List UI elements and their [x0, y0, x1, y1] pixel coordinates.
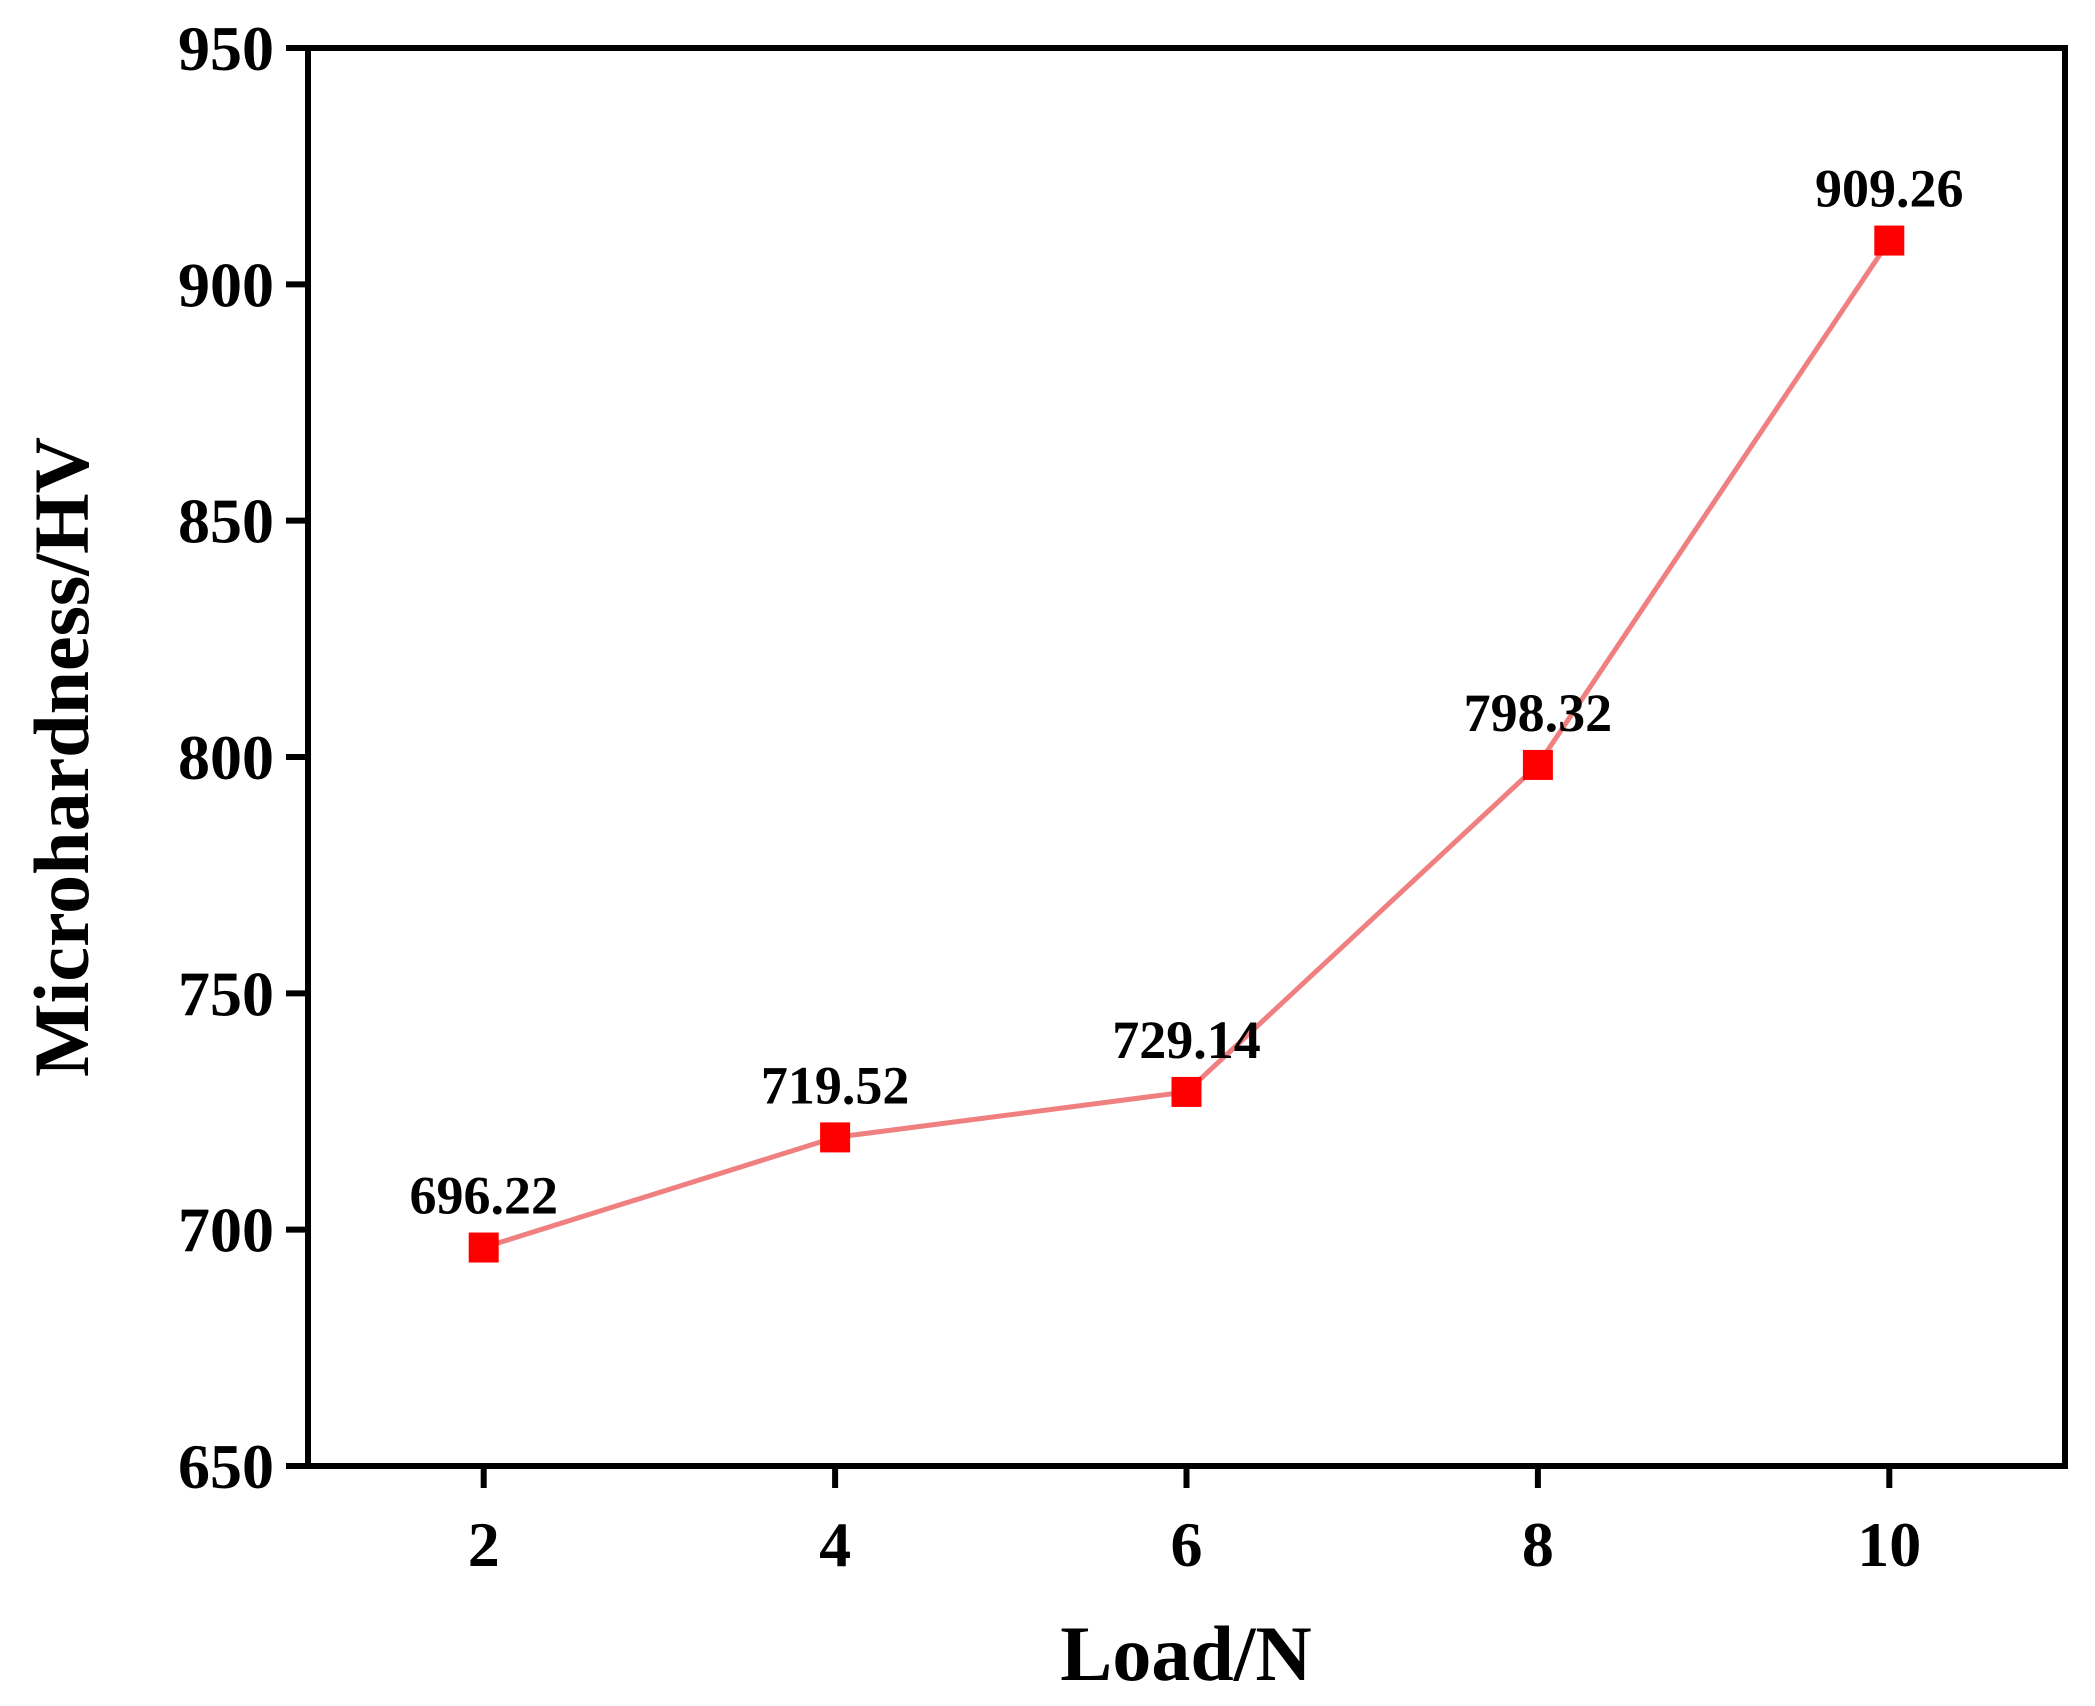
y-axis-title: Microhardness/HV [18, 437, 105, 1077]
data-point-marker [1874, 225, 1905, 256]
y-tick-label: 900 [178, 249, 274, 320]
data-label: 729.14 [1112, 1010, 1261, 1070]
series-group: 696.22 719.52 729.14 798.32 909.26 [409, 159, 1964, 1263]
data-label: 719.52 [761, 1055, 910, 1115]
y-tick-label: 650 [178, 1431, 274, 1502]
data-label: 909.26 [1815, 159, 1964, 219]
y-tick-label: 850 [178, 486, 274, 557]
x-tick-label: 6 [1171, 1509, 1203, 1580]
y-tick-label: 750 [178, 958, 274, 1029]
data-point-marker [1522, 749, 1553, 780]
y-axis-ticks: 650 700 750 800 850 900 950 [178, 13, 308, 1502]
y-tick-label: 700 [178, 1195, 274, 1266]
x-axis-title: Load/N [1060, 1610, 1311, 1697]
x-tick-label: 8 [1522, 1509, 1554, 1580]
x-tick-label: 4 [819, 1509, 851, 1580]
data-point-marker [820, 1122, 851, 1153]
y-tick-label: 950 [178, 13, 274, 84]
x-tick-label: 2 [468, 1509, 500, 1580]
x-tick-label: 10 [1857, 1509, 1921, 1580]
data-label: 696.22 [409, 1166, 558, 1226]
y-tick-label: 800 [178, 722, 274, 793]
x-axis-ticks: 2 4 6 8 10 [468, 1466, 1921, 1580]
data-label: 798.32 [1464, 683, 1613, 743]
data-point-marker [468, 1232, 499, 1263]
data-point-marker [1171, 1076, 1202, 1107]
plot-frame [305, 45, 2068, 1469]
